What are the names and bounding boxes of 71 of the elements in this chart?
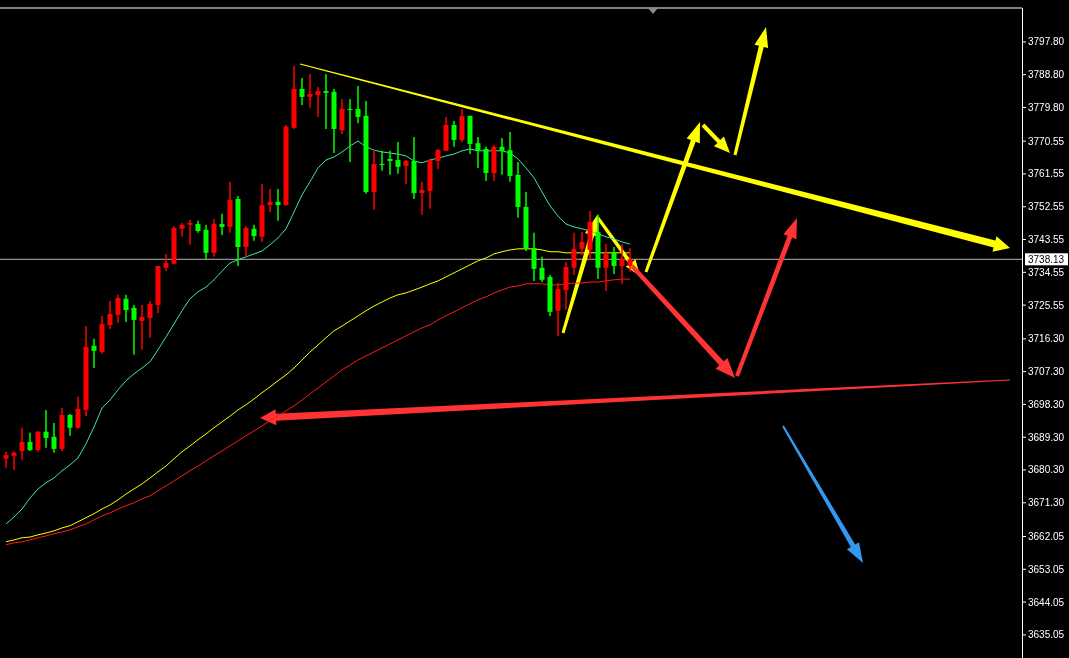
y-tick-label: 3779.80 — [1028, 101, 1065, 113]
candlestick — [275, 188, 281, 222]
candlestick — [67, 413, 73, 437]
y-tick-label: 3698.30 — [1028, 398, 1065, 410]
candlestick — [571, 232, 577, 276]
candlestick — [619, 243, 625, 285]
candlestick — [539, 256, 545, 283]
candlestick — [531, 232, 537, 282]
y-tick-label: 3761.55 — [1028, 168, 1065, 180]
candlestick — [307, 73, 313, 109]
y-tick-label: 3797.80 — [1028, 36, 1065, 48]
ref-line-label: 3738.13 — [1028, 253, 1065, 265]
y-tick-label: 3734.55 — [1028, 266, 1065, 278]
line-series — [5, 140, 631, 525]
candlestick — [35, 430, 41, 453]
candlestick — [139, 304, 145, 351]
candlestick — [43, 409, 49, 449]
candlestick — [51, 422, 57, 454]
candlestick — [419, 181, 425, 216]
candlestick — [243, 225, 249, 258]
candlestick — [267, 188, 273, 213]
y-tick-label: 3770.55 — [1028, 135, 1065, 147]
y-tick-label: 3788.80 — [1028, 69, 1065, 81]
candlestick — [163, 253, 169, 272]
candlestick — [75, 396, 81, 430]
candlestick — [611, 246, 617, 275]
candlestick — [147, 300, 153, 339]
y-tick-label: 3635.05 — [1028, 629, 1065, 641]
candlestick — [107, 300, 113, 330]
candlestick — [579, 231, 585, 256]
candlestick — [339, 98, 345, 135]
candlestick — [475, 136, 481, 169]
candlestick — [555, 282, 561, 337]
y-tick-label: 3743.55 — [1028, 234, 1065, 246]
candlestick — [379, 150, 385, 172]
candlestick — [387, 150, 393, 176]
candlestick — [27, 432, 33, 452]
candlestick — [451, 120, 457, 148]
candlestick — [91, 338, 97, 369]
candlestick — [19, 426, 25, 461]
candlestick — [395, 141, 401, 175]
y-tick-label: 3689.30 — [1028, 431, 1065, 443]
candlestick — [299, 77, 305, 106]
y-tick-label: 3725.55 — [1028, 299, 1065, 311]
candlestick — [403, 159, 409, 185]
y-tick-label: 3716.30 — [1028, 333, 1065, 345]
candlestick — [355, 85, 361, 124]
y-tick-label: 3653.05 — [1028, 563, 1065, 575]
candlestick — [123, 293, 129, 323]
candlestick — [323, 73, 329, 130]
y-tick-label: 3644.05 — [1028, 596, 1065, 608]
candlestick — [627, 247, 633, 273]
candlestick — [499, 137, 505, 176]
candlestick — [131, 304, 137, 356]
candlestick — [219, 213, 225, 236]
candlestick — [115, 293, 121, 324]
y-tick-label: 3671.30 — [1028, 497, 1065, 509]
y-tick-label: 3680.30 — [1028, 464, 1065, 476]
candlestick — [203, 224, 209, 261]
candlestick — [3, 451, 9, 469]
candlestick — [347, 98, 353, 163]
candlestick — [435, 148, 441, 170]
candlestick — [315, 86, 321, 118]
y-tick-label: 3662.05 — [1028, 530, 1065, 542]
candlestick — [603, 243, 609, 292]
candlestick — [11, 450, 17, 471]
candlestick — [179, 222, 185, 238]
y-tick-label: 3752.55 — [1028, 201, 1065, 213]
candlestick — [563, 261, 569, 311]
candlestick — [187, 219, 193, 246]
y-tick-label: 3707.30 — [1028, 366, 1065, 378]
